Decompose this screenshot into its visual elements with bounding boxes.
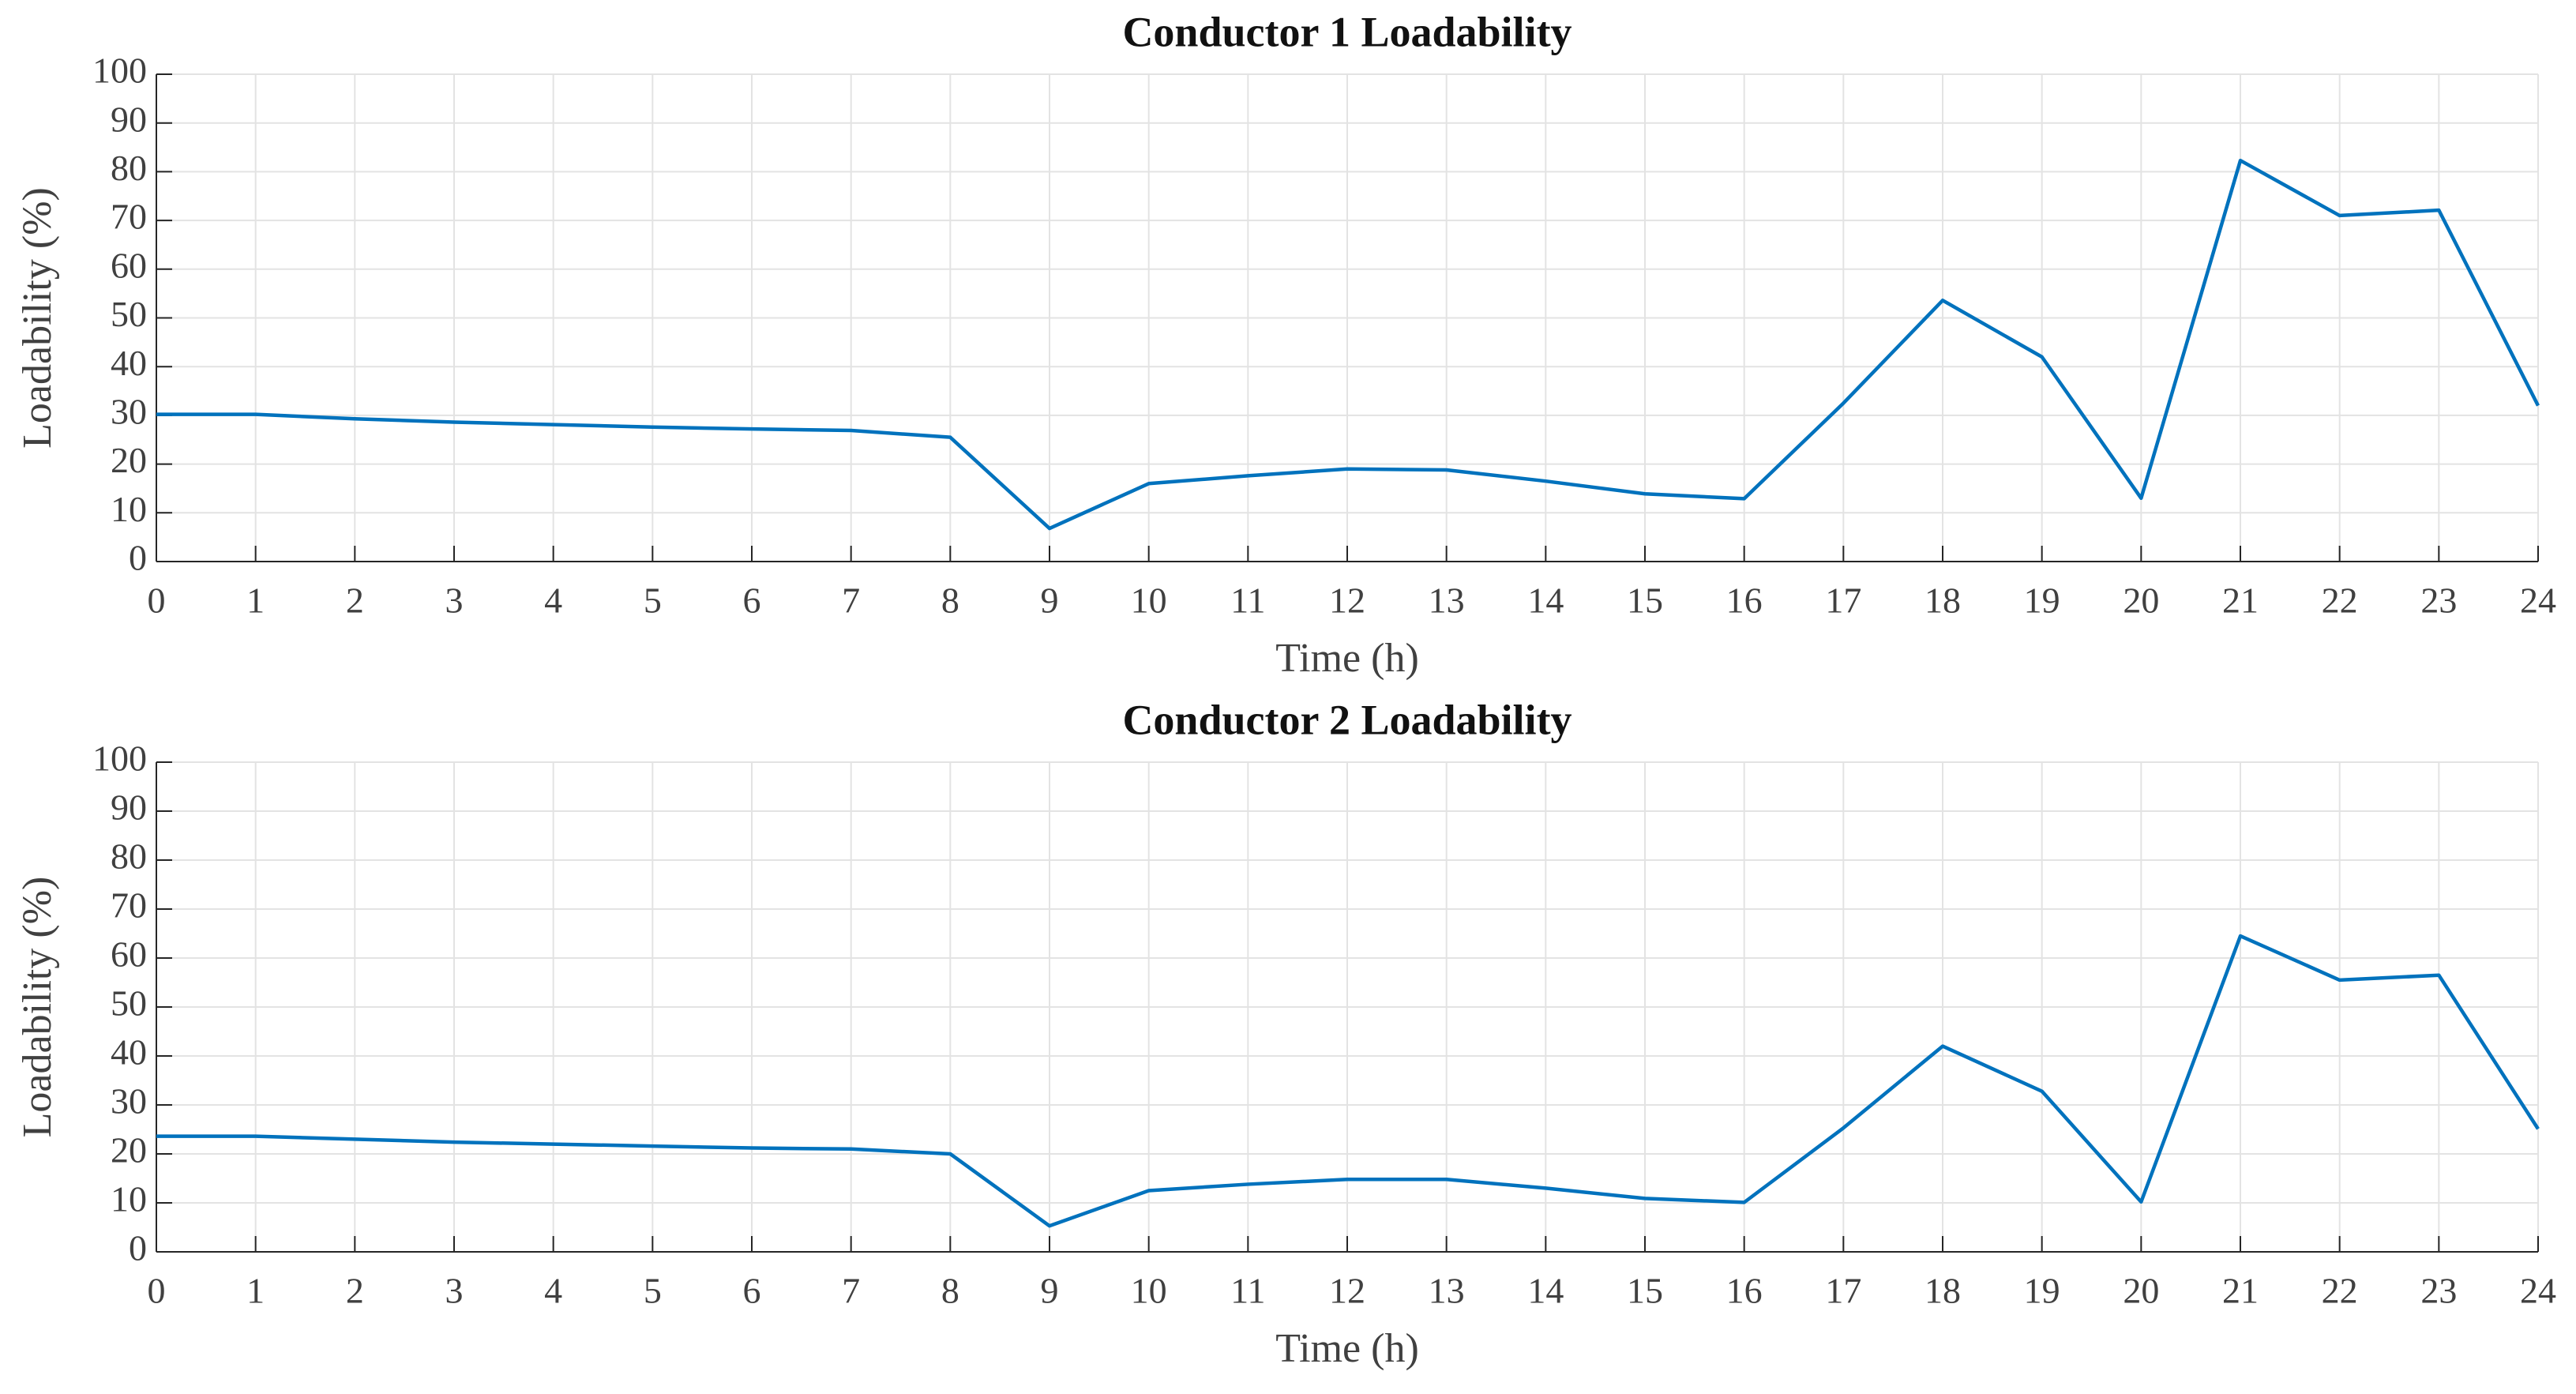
y-tick-label: 60 [111, 245, 147, 285]
y-tick-label: 60 [111, 934, 147, 975]
x-tick-label: 3 [445, 581, 464, 621]
x-tick-label: 6 [743, 1271, 761, 1311]
x-tick-label: 9 [1041, 581, 1059, 621]
y-tick-label: 40 [111, 1032, 147, 1073]
x-tick-label: 8 [941, 1271, 959, 1311]
x-tick-label: 3 [445, 1271, 464, 1311]
y-tick-label: 10 [111, 489, 147, 529]
x-tick-label: 19 [2024, 1271, 2060, 1311]
x-tick-label: 1 [246, 581, 265, 621]
x-tick-label: 10 [1131, 581, 1167, 621]
chart-title: Conductor 2 Loadability [1122, 696, 1572, 743]
x-tick-label: 7 [842, 581, 860, 621]
x-tick-label: 2 [346, 1271, 364, 1311]
y-tick-label: 90 [111, 99, 147, 139]
x-tick-label: 21 [2222, 1271, 2259, 1311]
x-tick-label: 14 [1527, 581, 1564, 621]
x-tick-label: 19 [2024, 581, 2060, 621]
x-tick-label: 17 [1825, 581, 1861, 621]
x-tick-label: 6 [743, 581, 761, 621]
y-tick-label: 80 [111, 836, 147, 877]
y-tick-label: 100 [92, 51, 147, 91]
x-tick-label: 23 [2420, 581, 2457, 621]
x-tick-label: 23 [2420, 1271, 2457, 1311]
x-tick-label: 20 [2123, 1271, 2159, 1311]
x-tick-label: 22 [2322, 1271, 2358, 1311]
x-tick-label: 13 [1429, 581, 1465, 621]
y-tick-label: 90 [111, 787, 147, 828]
x-tick-label: 8 [941, 581, 959, 621]
x-tick-label: 22 [2322, 581, 2358, 621]
x-tick-label: 4 [544, 581, 562, 621]
x-tick-label: 5 [644, 1271, 662, 1311]
x-axis-label: Time (h) [1275, 636, 1419, 681]
y-tick-label: 30 [111, 391, 147, 431]
y-tick-label: 70 [111, 197, 147, 237]
y-axis-label: Loadability (%) [15, 877, 60, 1138]
y-tick-label: 50 [111, 294, 147, 334]
x-tick-label: 15 [1627, 1271, 1663, 1311]
x-tick-label: 2 [346, 581, 364, 621]
x-tick-label: 12 [1329, 581, 1365, 621]
x-tick-label: 0 [148, 1271, 166, 1311]
chart-title: Conductor 1 Loadability [1122, 8, 1572, 55]
x-tick-label: 16 [1726, 1271, 1763, 1311]
x-tick-label: 20 [2123, 581, 2159, 621]
data-line [156, 158, 2540, 531]
y-tick-label: 70 [111, 885, 147, 926]
y-tick-label: 30 [111, 1081, 147, 1122]
x-tick-label: 16 [1726, 581, 1763, 621]
x-tick-label: 1 [246, 1271, 265, 1311]
x-tick-label: 14 [1527, 1271, 1564, 1311]
x-tick-label: 18 [1924, 581, 1961, 621]
x-tick-label: 5 [644, 581, 662, 621]
y-tick-label: 10 [111, 1179, 147, 1219]
x-tick-label: 10 [1131, 1271, 1167, 1311]
x-tick-label: 24 [2520, 1271, 2556, 1311]
x-tick-label: 13 [1429, 1271, 1465, 1311]
y-tick-label: 20 [111, 1130, 147, 1170]
x-tick-label: 7 [842, 1271, 860, 1311]
y-tick-label: 50 [111, 983, 147, 1024]
y-tick-label: 20 [111, 440, 147, 480]
x-tick-label: 12 [1329, 1271, 1365, 1311]
x-tick-label: 15 [1627, 581, 1663, 621]
x-tick-label: 11 [1230, 1271, 1265, 1311]
x-tick-label: 0 [148, 581, 166, 621]
data-line [156, 934, 2540, 1228]
y-tick-label: 0 [129, 538, 147, 578]
x-tick-label: 4 [544, 1271, 562, 1311]
x-tick-label: 17 [1825, 1271, 1861, 1311]
y-tick-label: 80 [111, 148, 147, 188]
x-tick-label: 18 [1924, 1271, 1961, 1311]
y-axis-label: Loadability (%) [15, 187, 60, 449]
x-tick-label: 9 [1041, 1271, 1059, 1311]
y-tick-label: 100 [92, 738, 147, 779]
y-tick-label: 40 [111, 343, 147, 383]
x-tick-label: 11 [1230, 581, 1265, 621]
x-tick-label: 21 [2222, 581, 2259, 621]
y-tick-label: 0 [129, 1228, 147, 1268]
x-tick-label: 24 [2520, 581, 2556, 621]
x-axis-label: Time (h) [1275, 1326, 1419, 1371]
